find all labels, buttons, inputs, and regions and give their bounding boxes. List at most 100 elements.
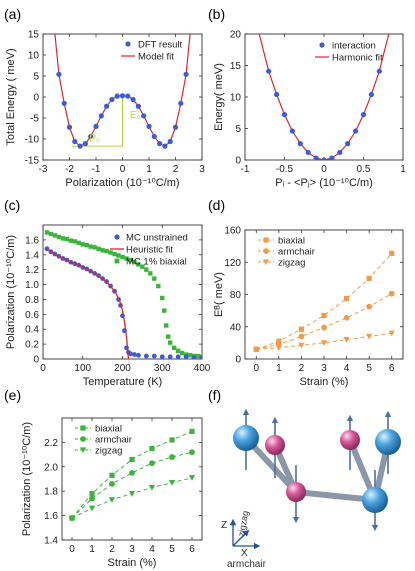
atom-pink (286, 482, 306, 502)
legend-label-heuristic: Heuristic fit (126, 245, 173, 256)
x-tick-label: 5 (366, 363, 372, 374)
x-axis-label: X (241, 548, 248, 559)
y-axis-label: Polarization (10⁻¹⁰C/m) (5, 235, 17, 349)
mc-unstrained-point (167, 354, 173, 359)
panel-d-barrier-strain-chart: 0 1 2 3 4 5 6 0 40 80 120 160 Strain (%) Eᴮ( meV) biax… (213, 226, 404, 388)
heuristic-fit-line (46, 248, 130, 359)
mc-biaxial-point (166, 334, 171, 339)
x-tick-label: 300 (154, 363, 171, 374)
y-tick-label: 1.6 (25, 235, 39, 246)
x-tick-label: -1 (92, 164, 101, 175)
mc-biaxial-point (112, 251, 117, 257)
y-axis-label: Eᴮ( meV) (213, 272, 225, 317)
armchair-point (366, 303, 373, 310)
x-tick-label: 3 (199, 164, 205, 175)
mc-biaxial-point (80, 242, 85, 247)
displacement-arrows (242, 408, 392, 532)
mc-biaxial-point (175, 348, 181, 354)
plot-area (253, 250, 395, 353)
legend-marker-armchair (263, 248, 269, 254)
mc-biaxial-point (84, 242, 89, 248)
legend-label-dft: DFT result (138, 40, 183, 51)
z-axis-label: Z (221, 520, 227, 531)
armchair-point (321, 324, 327, 331)
x-tick-label: 2 (173, 164, 179, 175)
interaction-point (289, 128, 295, 134)
legend-marker-interaction (319, 42, 325, 48)
zigzag-point (388, 330, 395, 337)
interaction-point (274, 91, 280, 98)
armchair-axis-label: armchair (227, 559, 267, 570)
biaxial-point (343, 295, 350, 302)
mc-biaxial-point (144, 267, 149, 272)
interaction-point (281, 112, 288, 118)
dft-point (66, 124, 73, 130)
zigzag-axis-arrow (232, 529, 250, 547)
mc-biaxial-point (140, 264, 145, 269)
mc-biaxial-point (44, 230, 50, 235)
zigzag-point (343, 337, 350, 343)
legend-label-unstrained: MC unstrained (126, 233, 188, 244)
mc-biaxial-point (164, 323, 169, 328)
zigzag-point (108, 497, 116, 503)
legend-marker-biaxial (80, 425, 86, 431)
x-axis-label: Strain (%) (108, 557, 157, 569)
mc-biaxial-point (108, 250, 113, 255)
y-tick-label: 20 (230, 30, 242, 41)
mc-biaxial-point (179, 350, 185, 356)
dft-point (72, 138, 78, 145)
armchair-point (388, 290, 395, 297)
plot-area (44, 230, 202, 359)
e0-annotation: E₀ (130, 110, 141, 121)
legend-marker-dft (125, 41, 131, 47)
zigzag-point (366, 333, 373, 340)
interaction-point (321, 157, 327, 160)
mc-unstrained-point (199, 355, 202, 359)
dft-point (151, 133, 157, 140)
zigzag-point (88, 505, 96, 512)
legend-marker-biaxial (263, 237, 269, 243)
dft-point (109, 96, 115, 103)
legend-label-biaxial: MC 1% biaxial (126, 257, 187, 268)
y-axis-label: Energy( meV) (213, 63, 225, 131)
y-tick-label: 0.6 (25, 310, 39, 321)
panel-label-f: (f) (208, 387, 221, 403)
y-tick-label: 1.6 (44, 511, 58, 522)
dft-point (56, 71, 62, 77)
x-tick-label: 4 (344, 363, 350, 374)
mc-biaxial-point (92, 245, 97, 250)
mc-biaxial-point (96, 246, 101, 252)
biaxial-point (389, 250, 395, 256)
dft-point (93, 123, 99, 129)
y-tick-label: 120 (224, 258, 241, 269)
legend-label-biaxial: biaxial (95, 424, 122, 435)
plot-area (258, 34, 390, 160)
mc-unstrained-point (191, 355, 197, 359)
dft-point (141, 113, 147, 119)
legend-marker-biaxial (114, 258, 120, 264)
x-axis-label: Temperature (K) (83, 376, 162, 388)
dft-point (61, 100, 67, 106)
y-tick-label: 0 (33, 93, 39, 104)
biaxial-point (321, 312, 327, 319)
mc-unstrained-point (175, 354, 181, 359)
x-tick-label: 0 (254, 363, 260, 374)
y-tick-label: 0.2 (25, 340, 39, 351)
zigzag-point (253, 346, 260, 353)
dft-point (125, 93, 131, 99)
y-tick-label: 1.4 (44, 536, 58, 547)
armchair-point (189, 449, 195, 456)
mc-biaxial-point (48, 231, 54, 237)
x-tick-label: 6 (389, 363, 395, 374)
y-tick-label: 0 (235, 355, 241, 366)
mc-biaxial-point (156, 283, 161, 289)
mc-biaxial-point (124, 256, 129, 261)
x-tick-label: 5 (169, 544, 175, 555)
y-tick-label: 40 (230, 322, 242, 333)
biaxial-point (169, 437, 175, 443)
dft-point (157, 141, 163, 147)
armchair-point (129, 470, 135, 476)
dft-point (98, 113, 104, 119)
mc-biaxial-point (168, 340, 173, 345)
interaction-point (368, 91, 374, 98)
